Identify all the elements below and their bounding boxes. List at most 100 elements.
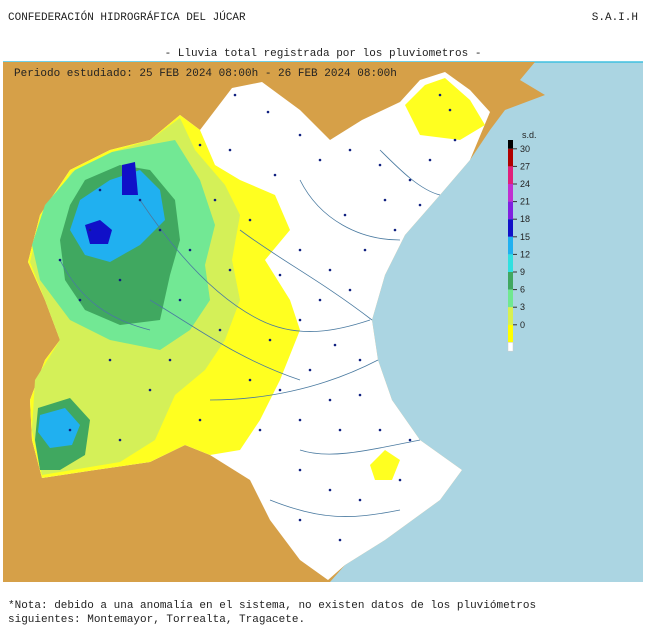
legend-label: 9 [520,267,525,277]
station [328,398,332,402]
zone-18b [122,162,138,195]
station [298,133,302,137]
legend-swatch [508,219,513,237]
station [268,338,272,342]
legend-label: 15 [520,232,530,242]
station [168,358,172,362]
station [178,298,182,302]
legend-swatch [508,140,513,149]
station [108,358,112,362]
station [188,248,192,252]
station [348,288,352,292]
legend-swatch [508,166,513,184]
legend-label: 27 [520,161,530,171]
station [333,343,337,347]
station [308,368,312,372]
station [298,418,302,422]
station [148,388,152,392]
zone-north [405,78,485,140]
stations [58,93,457,542]
station [328,268,332,272]
station [393,228,397,232]
station [68,428,72,432]
legend-label: 12 [520,249,530,259]
station [138,198,142,202]
station [278,388,282,392]
legend-swatch [508,236,513,255]
note-line: *Nota: debido a una anomalía en el siste… [8,600,536,612]
station [118,278,122,282]
map: Periodo estudiado: 25 FEB 2024 08:00h - … [3,61,643,582]
subtitle: - Lluvia total registrada por los pluvio… [165,48,482,60]
zone-south [370,450,400,480]
zone-sw-blue [38,408,80,448]
note-line: siguientes: Montemayor, Torrealta, Traga… [8,614,305,626]
legend-swatch [508,324,513,343]
legend-label: 18 [520,214,530,224]
rivers [59,149,441,517]
zone-18 [85,220,112,244]
station [248,378,252,382]
station [448,108,452,112]
station [378,428,382,432]
legend-label: 30 [520,144,530,154]
legend-swatch [507,342,514,352]
station [158,228,162,232]
station [273,173,277,177]
station [98,188,102,192]
legend-label: 6 [520,285,525,295]
station [213,198,217,202]
station [338,428,342,432]
legend-swatch [508,184,513,202]
legend-label: 3 [520,302,525,312]
header-code: S.A.I.H [592,12,638,24]
legend-label: 24 [520,179,530,189]
header-title: CONFEDERACIÓN HIDROGRÁFICA DEL JÚCAR [8,10,246,24]
station [383,198,387,202]
station [358,498,362,502]
station [228,268,232,272]
station [298,318,302,322]
station [198,143,202,147]
station [118,438,122,442]
legend-title: s.d. [522,130,537,140]
station [318,158,322,162]
station [298,248,302,252]
station [266,110,270,114]
legend-swatch [508,289,513,308]
station [318,298,322,302]
station [398,478,402,482]
station [358,393,362,397]
station [298,518,302,522]
station [88,228,92,232]
station [233,93,237,97]
station [378,163,382,167]
legend-swatch [508,272,513,290]
legend-swatch [508,254,513,272]
station [228,148,232,152]
legend-swatch [508,148,513,167]
legend-label: 21 [520,197,530,207]
station [358,358,362,362]
station [298,468,302,472]
station [328,488,332,492]
station [408,438,412,442]
station [198,418,202,422]
legend-swatch [508,307,513,325]
station [58,258,62,262]
station [78,298,82,302]
station [218,328,222,332]
station [428,158,432,162]
station [418,203,422,207]
period: Periodo estudiado: 25 FEB 2024 08:00h - … [14,68,397,80]
station [278,273,282,277]
station [348,148,352,152]
legend-swatch [508,201,513,220]
station [258,428,262,432]
station [248,218,252,222]
station [408,178,412,182]
station [363,248,367,252]
station [453,138,457,142]
